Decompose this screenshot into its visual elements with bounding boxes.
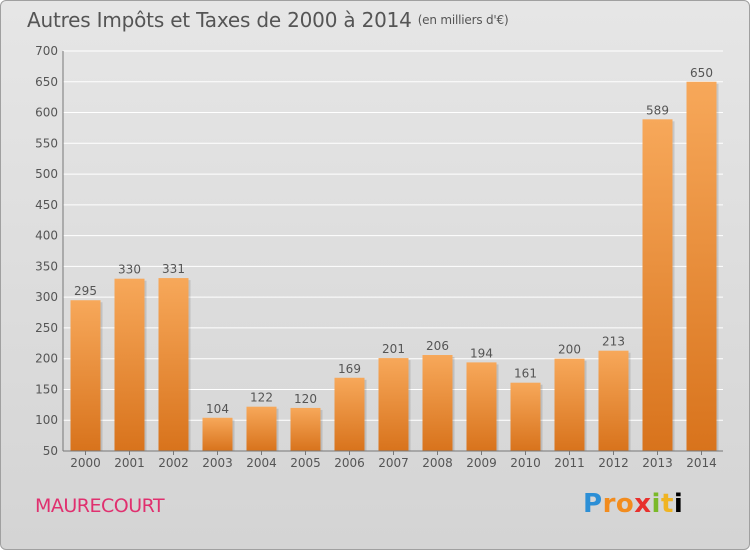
x-tick-label: 2007 [378, 456, 409, 470]
x-tick-label: 2009 [466, 456, 497, 470]
x-tick-label: 2001 [114, 456, 145, 470]
y-tick-label: 150 [35, 382, 58, 396]
x-tick-label: 2006 [334, 456, 365, 470]
y-tick-label: 50 [43, 444, 58, 458]
proxiti-logo: Proxiti [583, 489, 684, 519]
chart-title: Autres Impôts et Taxes de 2000 à 2014 (en… [27, 8, 509, 32]
y-tick-label: 450 [35, 198, 58, 212]
bar-2000 [70, 300, 101, 451]
bar-2005 [290, 407, 321, 451]
data-label: 206 [426, 339, 449, 353]
y-tick-label: 700 [35, 44, 58, 58]
bar-2008 [422, 355, 453, 451]
x-tick-label: 2000 [70, 456, 101, 470]
data-label: 161 [514, 367, 537, 381]
bar-2004 [246, 406, 277, 451]
chart-unit: (en milliers d'€) [417, 13, 509, 27]
data-labels: 295 330 331 104 122 120 169 201 206 194 161 200 213 5… [74, 66, 713, 416]
y-tick-label: 600 [35, 106, 58, 120]
data-label: 295 [74, 284, 97, 298]
x-tick-label: 2010 [510, 456, 541, 470]
bar-2002 [158, 278, 189, 451]
y-tick-label: 550 [35, 136, 58, 150]
bar-2009 [466, 362, 497, 451]
y-tick-label: 350 [35, 259, 58, 273]
bars [70, 81, 719, 452]
data-label: 122 [250, 391, 273, 405]
x-tick-label: 2002 [158, 456, 189, 470]
data-label: 331 [162, 262, 185, 276]
bar-2014 [686, 81, 717, 452]
x-tick-label: 2004 [246, 456, 277, 470]
bar-2011 [554, 358, 585, 451]
data-label: 200 [558, 343, 581, 357]
y-tick-label: 300 [35, 290, 58, 304]
x-tick-label: 2012 [598, 456, 629, 470]
x-tick-label: 2011 [554, 456, 585, 470]
bar-2001 [114, 278, 145, 451]
data-label: 194 [470, 346, 493, 360]
bar-2010 [510, 382, 541, 451]
bar-2013 [642, 119, 673, 452]
data-label: 201 [382, 342, 405, 356]
data-label: 120 [294, 392, 317, 406]
data-label: 650 [690, 66, 713, 80]
y-axis: 50 100 150 200 250 300 350 400 450 500 550 600 650 70… [35, 44, 64, 458]
bar-2003 [202, 417, 233, 451]
bar-2006 [334, 377, 365, 451]
y-tick-label: 100 [35, 413, 58, 427]
data-label: 213 [602, 335, 625, 349]
data-label: 169 [338, 362, 361, 376]
y-tick-label: 650 [35, 75, 58, 89]
chart-title-text: Autres Impôts et Taxes de 2000 à 2014 [27, 8, 412, 32]
data-label: 589 [646, 103, 669, 117]
data-label: 330 [118, 263, 141, 277]
x-tick-label: 2013 [642, 456, 673, 470]
x-tick-label: 2003 [202, 456, 233, 470]
y-tick-label: 400 [35, 229, 58, 243]
data-label: 104 [206, 402, 229, 416]
y-tick-label: 500 [35, 167, 58, 181]
y-tick-label: 200 [35, 352, 58, 366]
x-axis: 2000 2001 2002 2003 2004 2005 2006 2007 2008 2009… [63, 450, 723, 470]
x-tick-label: 2014 [686, 456, 717, 470]
x-tick-label: 2005 [290, 456, 321, 470]
y-tick-label: 250 [35, 321, 58, 335]
commune-name: MAURECOURT [35, 495, 165, 517]
bar-2012 [598, 350, 629, 451]
x-tick-label: 2008 [422, 456, 453, 470]
bar-2007 [378, 358, 409, 451]
